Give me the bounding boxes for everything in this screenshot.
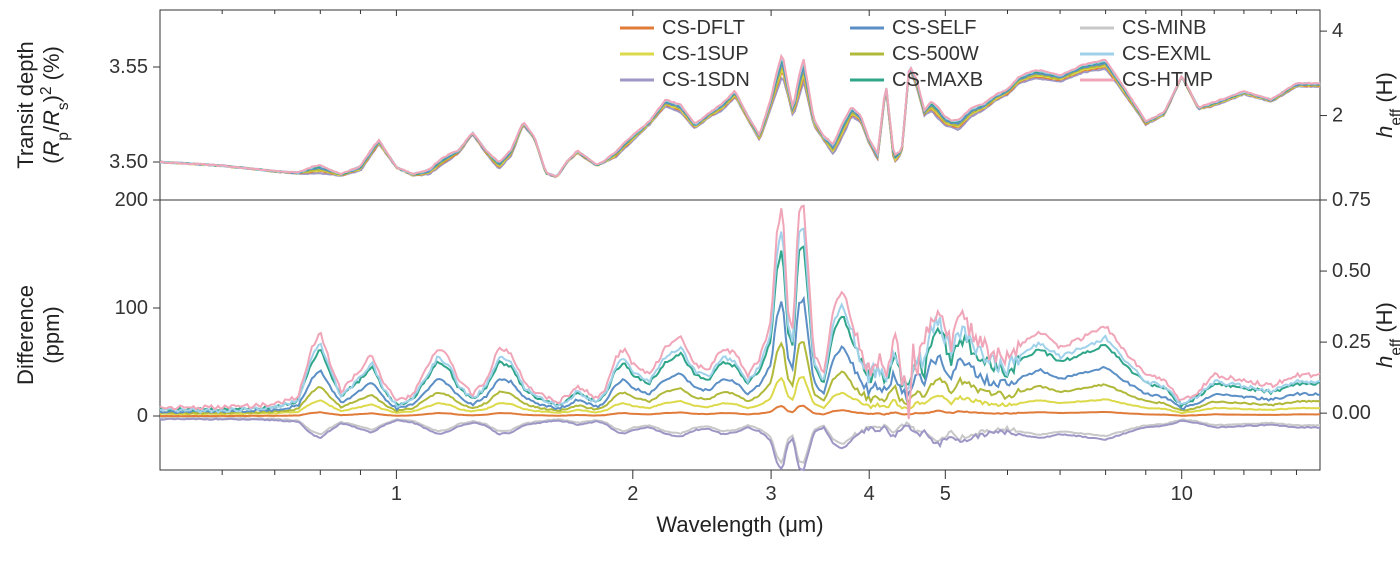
legend-label-CS-DFLT: CS-DFLT (662, 17, 745, 39)
bot-ytick-right: 0.50 (1332, 260, 1371, 282)
xtick-label: 2 (627, 483, 638, 505)
x-axis-label: Wavelength (μm) (656, 512, 823, 537)
legend-label-CS-1SUP: CS-1SUP (662, 43, 749, 65)
top-right-ylabel: heff (H) (1372, 72, 1400, 138)
legend-label-CS-MINB: CS-MINB (1122, 17, 1206, 39)
top-left-ylabel-line1: Transit depth (13, 41, 38, 169)
top-ytick-left: 3.55 (109, 56, 148, 78)
top-left-ylabel-line2: (Rp/Rs)2 (%) (38, 46, 72, 164)
bottom-panel-frame (160, 200, 1320, 470)
legend-label-CS-HTMP: CS-HTMP (1122, 69, 1213, 91)
legend-label-CS-1SDN: CS-1SDN (662, 69, 750, 91)
bot-ytick-left: 100 (115, 297, 148, 319)
legend-label-CS-EXML: CS-EXML (1122, 43, 1211, 65)
xtick-label: 5 (940, 483, 951, 505)
spectrum-figure: 1 2 3 4 5 10 Wavelength (μm) 3.50 3.55 2 4 0 100 200 0… (0, 0, 1400, 574)
bot-ytick-left: 0 (137, 405, 148, 427)
bottom-right-ylabel: heff (H) (1372, 302, 1400, 368)
bot-ytick-left: 200 (115, 189, 148, 211)
bottom-left-ylabel-line1: Difference (13, 285, 38, 385)
xtick-label: 3 (766, 483, 777, 505)
legend-label-CS-SELF: CS-SELF (892, 17, 976, 39)
bot-ytick-right: 0.00 (1332, 402, 1371, 424)
bottom-curve-CS-SELF (160, 299, 1320, 413)
top-ytick-right: 4 (1332, 20, 1343, 42)
top-ytick-left: 3.50 (109, 151, 148, 173)
legend-label-CS-MAXB: CS-MAXB (892, 69, 983, 91)
bot-ytick-right: 0.25 (1332, 331, 1371, 353)
legend-label-CS-500W: CS-500W (892, 43, 979, 65)
bottom-curve-CS-MINB (160, 418, 1320, 463)
bot-ytick-right: 0.75 (1332, 189, 1371, 211)
bottom-left-ylabel-line2: (ppm) (39, 306, 64, 363)
xtick-label: 4 (864, 483, 875, 505)
top-ytick-right: 2 (1332, 105, 1343, 127)
xtick-label: 1 (391, 483, 402, 505)
xtick-label: 10 (1171, 483, 1193, 505)
plot-svg: 1 2 3 4 5 10 Wavelength (μm) 3.50 3.55 2 4 0 100 200 0… (0, 0, 1400, 574)
